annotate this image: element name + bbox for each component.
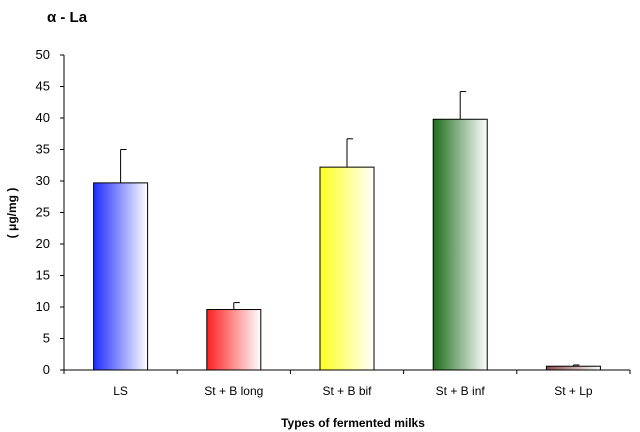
- x-tick-label: St + B long: [204, 384, 263, 398]
- x-tick-label: St + B bif: [322, 384, 372, 398]
- bar: [545, 365, 601, 371]
- bar: [93, 182, 149, 371]
- y-tick-label: 0: [43, 362, 50, 377]
- axes: 0 5 10 15 20 25 30 35 40 45 50 LS St + B long St + B …: [36, 47, 631, 398]
- x-tick-label: LS: [113, 384, 128, 398]
- chart-title: α - La: [47, 9, 88, 26]
- y-tick-label: 20: [36, 236, 50, 251]
- y-tick-label: 30: [36, 173, 50, 188]
- y-tick-label: 10: [36, 299, 50, 314]
- y-tick-label: 15: [36, 268, 50, 283]
- bar: [319, 166, 375, 371]
- y-tick-label: 5: [43, 331, 50, 346]
- y-axis-label: ( μg/mg ): [5, 188, 19, 239]
- y-tick-label: 35: [36, 142, 50, 157]
- y-tick-label: 40: [36, 110, 50, 125]
- bars: [93, 91, 601, 371]
- y-tick-label: 50: [36, 47, 50, 62]
- y-tick-label: 45: [36, 79, 50, 94]
- bar: [432, 118, 488, 371]
- x-tick-label: St + Lp: [554, 384, 593, 398]
- x-axis-label: Types of fermented milks: [281, 416, 425, 430]
- bar: [206, 309, 262, 371]
- y-tick-label: 25: [36, 205, 50, 220]
- x-tick-label: St + B inf: [436, 384, 486, 398]
